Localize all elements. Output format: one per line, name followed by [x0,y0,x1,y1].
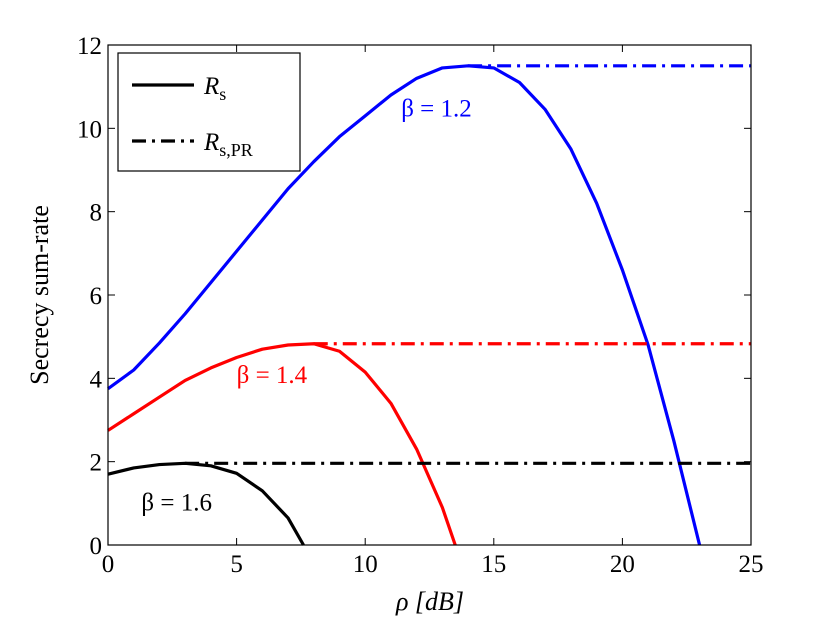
plot-lines [107,64,751,546]
y-tick-label: 4 [90,366,103,393]
x-tick-label: 25 [739,551,764,578]
beta-annotation: β = 1.6 [141,489,212,516]
annotations: β = 1.2 β = 1.4 β = 1.6 [141,96,471,517]
x-axis-label: ρ [dB] [395,587,464,616]
rs-line-beta-12 [107,64,702,546]
y-tick-label: 0 [90,533,103,560]
rs-line-beta-16 [107,461,305,546]
rs-line-beta-14 [107,342,457,546]
y-tick-label: 2 [90,450,103,477]
x-tick-label: 5 [230,551,243,578]
beta-annotation: β = 1.2 [401,96,472,123]
y-tick-label: 10 [77,116,102,143]
y-tick-label: 6 [90,283,103,310]
legend: Rs Rs,PR [117,52,301,172]
legend-label: Rs [203,73,226,104]
axis-ticks: 0 5 10 15 20 25 0 2 4 6 8 10 12 [77,33,764,578]
x-tick-label: 10 [353,551,378,578]
legend-box [117,52,301,172]
x-tick-label: 0 [102,551,115,578]
y-axis-label: Secrecy sum-rate [25,205,54,385]
y-tick-label: 12 [77,33,102,60]
x-tick-label: 15 [481,551,506,578]
y-tick-label: 8 [90,200,103,227]
x-tick-label: 20 [610,551,635,578]
legend-label: Rs,PR [203,129,253,160]
beta-annotation: β = 1.4 [237,362,308,389]
